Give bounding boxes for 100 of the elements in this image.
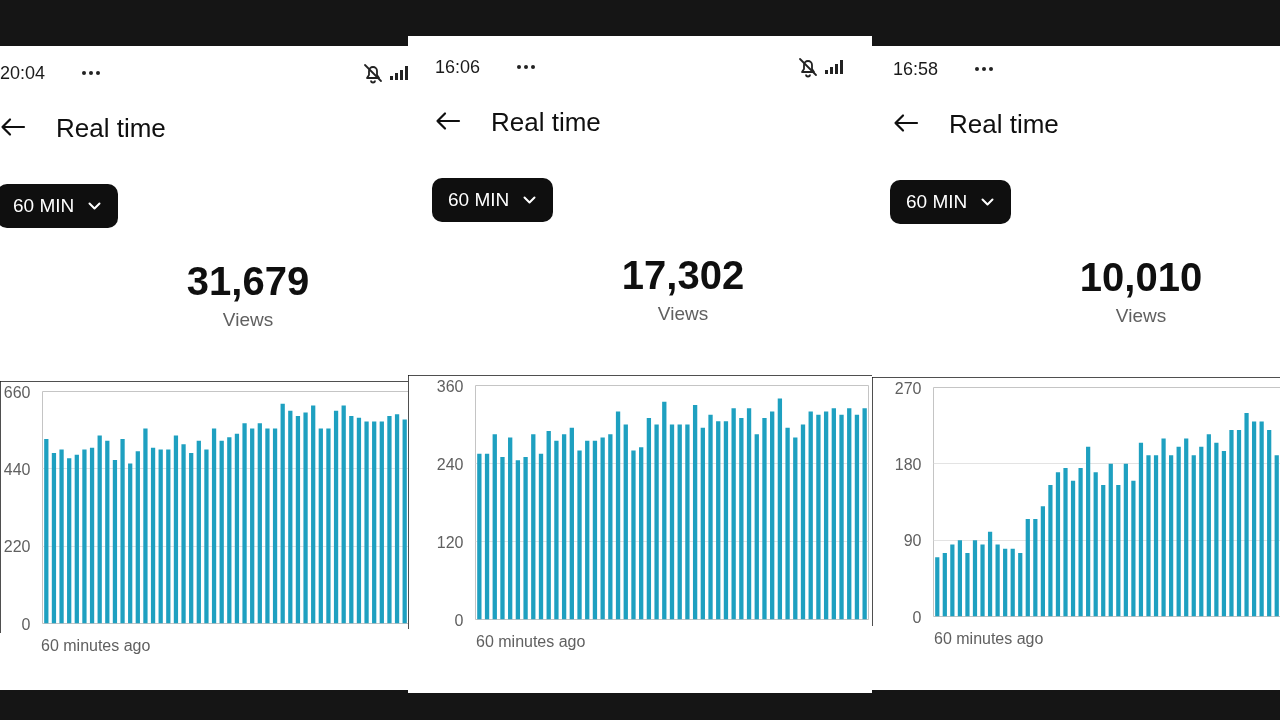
text: 16:06 [435, 56, 481, 78]
bar [654, 424, 659, 620]
chart-subtitle: 17,302 [620, 252, 746, 298]
y-tick-label: 240 [436, 455, 464, 473]
bar [1003, 548, 1008, 617]
bar [402, 419, 407, 624]
bar [82, 449, 87, 624]
y-tick-label: 120 [436, 533, 464, 551]
bar [600, 437, 605, 620]
text: 60 MIN [432, 178, 554, 222]
bar [120, 438, 125, 624]
bar [1055, 472, 1061, 617]
bar [585, 440, 590, 620]
bar [1153, 455, 1159, 617]
bar [839, 414, 844, 620]
y-tick-label: 220 [3, 538, 31, 556]
text: 16:58 [893, 58, 939, 80]
chart-subtitle: 31,679 [185, 258, 311, 304]
bar [242, 423, 247, 624]
y-tick-label: 180 [894, 455, 922, 473]
bar [1169, 455, 1174, 617]
bar [234, 433, 240, 624]
bar [987, 531, 993, 617]
bar [723, 421, 729, 620]
bar [965, 552, 970, 617]
bar [1048, 485, 1053, 617]
y-tick-label: 0 [21, 615, 31, 633]
bar [227, 437, 232, 624]
bar [808, 411, 813, 620]
bar [793, 437, 798, 620]
bar [112, 460, 118, 624]
bar [770, 411, 775, 620]
bar [1146, 455, 1151, 617]
bar [1138, 442, 1144, 617]
bar [387, 416, 392, 624]
bar [1101, 485, 1106, 617]
bar [1063, 468, 1068, 617]
bar [1025, 518, 1030, 617]
bar [1199, 446, 1204, 617]
bar [980, 544, 985, 617]
bar [746, 408, 752, 620]
bar [1161, 438, 1166, 617]
bar [189, 453, 194, 624]
x-axis-title: 60 minutes ago [934, 629, 1044, 649]
bar [957, 540, 963, 617]
text: 60 MIN [890, 180, 1012, 224]
bar [523, 457, 528, 620]
bar [150, 447, 156, 624]
bar [1078, 468, 1083, 617]
bar [847, 408, 852, 620]
bar [1244, 412, 1249, 617]
bar [333, 410, 339, 624]
bar [942, 552, 947, 617]
y-tick-label: 90 [903, 532, 922, 550]
bar [731, 408, 736, 620]
bar [577, 450, 582, 620]
bar [250, 428, 255, 624]
bar [211, 428, 217, 624]
bar [862, 408, 867, 620]
bar [823, 411, 829, 620]
bar [1108, 463, 1113, 617]
bar [280, 403, 285, 624]
bar [685, 424, 690, 620]
bar [935, 557, 940, 617]
bar [716, 421, 721, 620]
bar [295, 416, 301, 624]
bar [777, 398, 783, 620]
bar [662, 401, 667, 620]
bar [372, 421, 377, 624]
bar [785, 427, 790, 620]
bar [128, 463, 133, 624]
bar [569, 427, 574, 620]
bar [1123, 463, 1128, 617]
bar [692, 405, 698, 620]
bar [631, 450, 636, 620]
bar [546, 431, 551, 620]
text: 20:04 [0, 62, 46, 84]
bar [739, 418, 744, 620]
bar [1176, 446, 1181, 617]
bar [67, 458, 72, 624]
bar [51, 453, 57, 624]
y-tick-label: 0 [454, 611, 464, 629]
bar [394, 414, 400, 624]
bar [1070, 480, 1076, 617]
bar [1093, 472, 1098, 617]
bar [166, 449, 171, 624]
bar [379, 421, 384, 624]
bar [1229, 429, 1234, 617]
bar [639, 447, 644, 620]
text: Views [1114, 305, 1168, 327]
bar [311, 405, 316, 624]
bar [1221, 451, 1227, 617]
bar [816, 414, 821, 620]
bar [364, 421, 369, 624]
bar [1131, 480, 1136, 617]
bar [97, 435, 102, 624]
chart-title: Real time [56, 113, 166, 143]
bar [1251, 421, 1257, 617]
bar [700, 427, 705, 620]
y-tick-label: 270 [894, 379, 922, 397]
